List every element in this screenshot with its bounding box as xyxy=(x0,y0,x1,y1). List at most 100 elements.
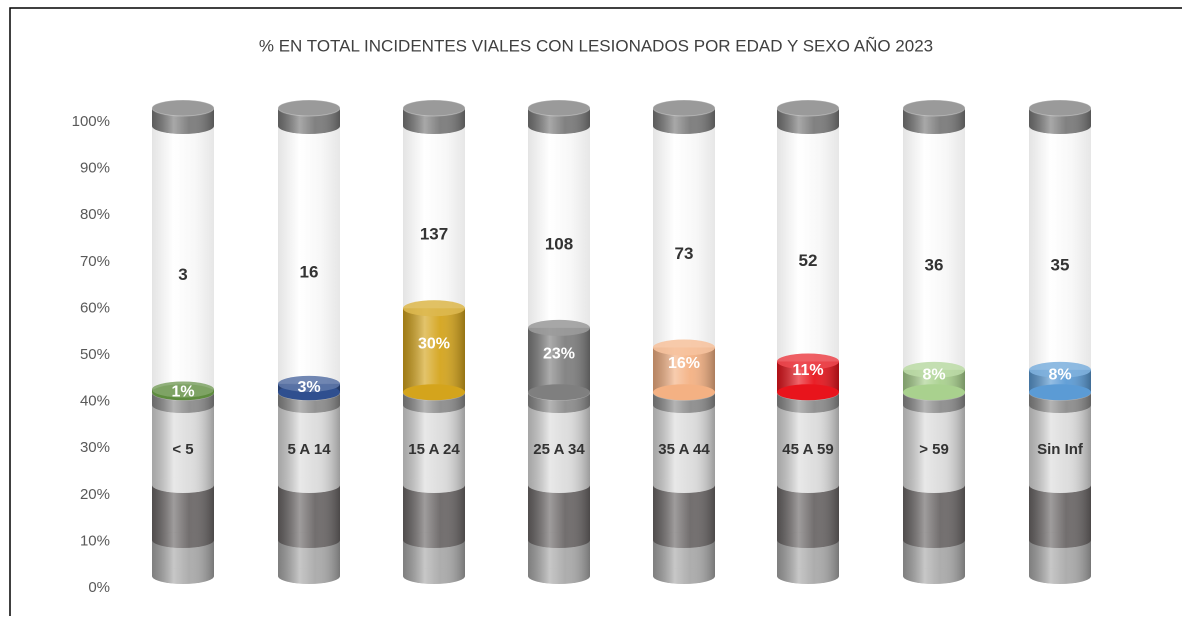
segment-top-light xyxy=(528,319,590,336)
top-cap-bottom-shade xyxy=(403,118,465,134)
base-light-shade xyxy=(278,405,340,485)
base-light-bottom-shade xyxy=(903,477,965,493)
segment-top xyxy=(777,353,839,370)
base-foot-bottom-shade xyxy=(152,568,214,584)
cap xyxy=(1028,99,1092,117)
base-light-bottom-shade xyxy=(528,477,590,493)
base-dark-shade xyxy=(278,485,340,540)
glass xyxy=(1029,122,1091,393)
category-label: 5 A 14 xyxy=(287,441,331,458)
base-cap-bottom-shade xyxy=(653,397,715,413)
value-label: 11% xyxy=(792,362,823,379)
base-foot-bottom-shade xyxy=(777,568,839,584)
base-light-shade xyxy=(1029,405,1091,485)
top-cap-bottom-shade xyxy=(777,118,839,134)
segment-top-light xyxy=(152,381,214,398)
base-light-bottom-shade xyxy=(1029,477,1091,493)
base-cap-bottom-shade xyxy=(1029,397,1091,413)
segment-top-light xyxy=(1029,361,1091,378)
base-dark-bottom-shade xyxy=(278,532,340,548)
y-tick-label: 50% xyxy=(80,346,110,363)
segment-top xyxy=(278,375,340,392)
cap xyxy=(652,99,716,117)
segment-bottom xyxy=(403,384,465,401)
segment-top xyxy=(403,300,465,317)
segment-top xyxy=(653,339,715,356)
segment-shade xyxy=(528,327,590,393)
count-label: 16 xyxy=(300,262,319,281)
y-tick-label: 10% xyxy=(80,532,110,549)
value-label: 16% xyxy=(668,355,700,372)
cap xyxy=(527,99,591,117)
glass xyxy=(903,122,965,393)
base-foot-bottom-shade xyxy=(403,568,465,584)
base-dark-shade xyxy=(653,485,715,540)
base-cap-bottom-shade xyxy=(777,397,839,413)
glass xyxy=(777,122,839,393)
base-foot-bottom-shade xyxy=(528,568,590,584)
base-light-bottom-shade xyxy=(653,477,715,493)
chart-title: % EN TOTAL INCIDENTES VIALES CON LESIONA… xyxy=(259,36,933,55)
segment-bottom xyxy=(903,384,965,401)
base-dark-shade xyxy=(528,485,590,540)
cap xyxy=(151,99,215,117)
cap xyxy=(277,99,341,117)
base-dark-shade xyxy=(403,485,465,540)
base-cap-bottom-shade xyxy=(403,397,465,413)
segment-shade xyxy=(403,308,465,393)
segment-top-light xyxy=(777,353,839,370)
segment-bottom xyxy=(1029,384,1091,401)
base-light-shade xyxy=(903,405,965,485)
value-label: 1% xyxy=(171,383,194,400)
value-label: 8% xyxy=(922,366,945,383)
glass xyxy=(152,122,214,393)
top-cap-bottom-shade xyxy=(528,118,590,134)
value-label: 8% xyxy=(1048,366,1071,383)
base-light-bottom-shade xyxy=(777,477,839,493)
segment-top xyxy=(152,381,214,398)
base-light-shade xyxy=(403,405,465,485)
segment-top-light xyxy=(903,361,965,378)
count-label: 35 xyxy=(1051,255,1070,274)
base-dark-bottom-shade xyxy=(903,532,965,548)
top-cap-bottom-shade xyxy=(278,118,340,134)
y-tick-label: 0% xyxy=(88,579,110,596)
cap xyxy=(402,99,466,117)
base-light-bottom-shade xyxy=(152,477,214,493)
base-dark-bottom-shade xyxy=(653,532,715,548)
base-dark-shade xyxy=(777,485,839,540)
base-dark-bottom-shade xyxy=(403,532,465,548)
category-label: Sin Inf xyxy=(1037,441,1084,458)
segment-bottom xyxy=(653,384,715,401)
base-dark-shade xyxy=(1029,485,1091,540)
segment-top-light xyxy=(653,339,715,356)
segment-bottom xyxy=(777,384,839,401)
base-foot-bottom-shade xyxy=(1029,568,1091,584)
segment-top-light xyxy=(278,375,340,392)
value-label: 3% xyxy=(297,379,320,396)
base-light-bottom-shade xyxy=(403,477,465,493)
glass xyxy=(278,122,340,393)
base-light-shade xyxy=(152,405,214,485)
base-foot-bottom-shade xyxy=(653,568,715,584)
category-label: > 59 xyxy=(919,441,949,458)
y-tick-label: 100% xyxy=(72,113,110,130)
y-tick-label: 30% xyxy=(80,439,110,456)
category-label: < 5 xyxy=(172,441,193,458)
base-dark-bottom-shade xyxy=(777,532,839,548)
base-cap-bottom-shade xyxy=(152,397,214,413)
top-cap-bottom-shade xyxy=(152,118,214,134)
base-dark-shade xyxy=(152,485,214,540)
count-label: 3 xyxy=(178,265,187,284)
count-label: 36 xyxy=(925,255,944,274)
segment-top xyxy=(528,319,590,336)
y-tick-label: 90% xyxy=(80,160,110,177)
category-label: 15 A 24 xyxy=(408,441,460,458)
top-cap-bottom-shade xyxy=(653,118,715,134)
top-cap-bottom-shade xyxy=(903,118,965,134)
base-cap-bottom-shade xyxy=(278,397,340,413)
top-cap-bottom-shade xyxy=(1029,118,1091,134)
base-light-shade xyxy=(653,405,715,485)
segment-top xyxy=(903,361,965,378)
count-label: 52 xyxy=(799,251,818,270)
